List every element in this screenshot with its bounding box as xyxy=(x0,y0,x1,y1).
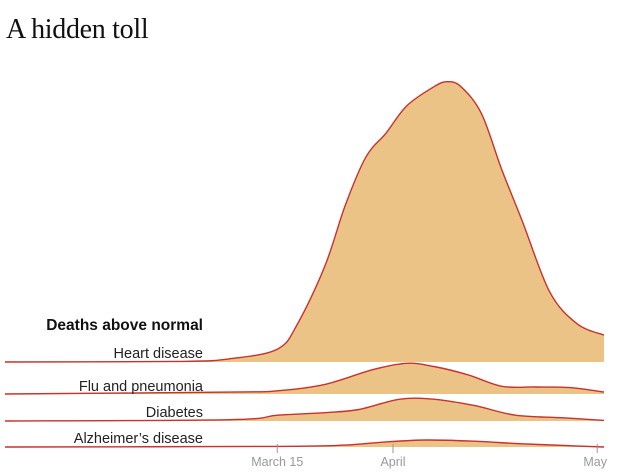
line-diabetes xyxy=(4,397,605,422)
series-label-diabetes: Diabetes xyxy=(146,405,203,421)
line-flu-and-pneumonia xyxy=(4,362,605,395)
line-heart-disease xyxy=(4,80,605,363)
area-diabetes xyxy=(5,398,604,421)
area-alzheimer-s-disease xyxy=(5,439,604,447)
area-heart-disease xyxy=(5,81,604,363)
chart-title: A hidden toll xyxy=(6,14,149,45)
series-label-alzheimer-s-disease: Alzheimer’s disease xyxy=(74,431,203,447)
x-tick-label-april: April xyxy=(380,455,405,469)
x-tick-label-may: May xyxy=(583,455,607,469)
series-label-heart-disease: Heart disease xyxy=(114,346,203,362)
series-label-flu-and-pneumonia: Flu and pneumonia xyxy=(79,379,204,395)
x-tick-label-march-15: March 15 xyxy=(251,455,303,469)
area-flu-and-pneumonia xyxy=(5,363,604,394)
chart-subtitle: Deaths above normal xyxy=(46,317,203,334)
line-alzheimer-s-disease xyxy=(4,439,605,448)
